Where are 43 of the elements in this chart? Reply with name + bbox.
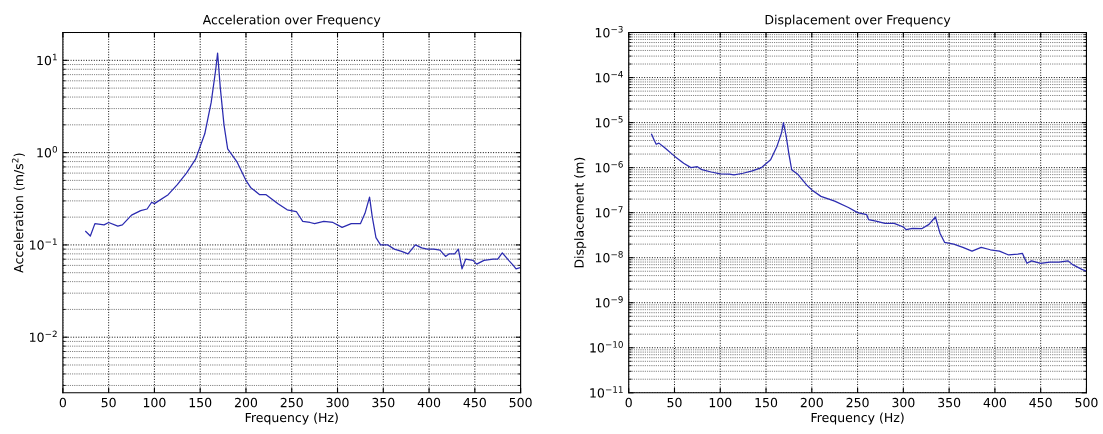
y-tick-label: 10$^{−3}$ <box>595 25 623 38</box>
x-tick-label: 250 <box>846 397 869 408</box>
y-axis-title: Displacement (m) <box>574 157 587 268</box>
x-tick-label: 400 <box>983 397 1007 408</box>
x-tick-label: 350 <box>372 397 395 408</box>
x-tick-label: 150 <box>189 397 212 408</box>
y-tick-label: 10$^{−7}$ <box>595 206 623 218</box>
x-axis-title: Frequency (Hz) <box>811 412 904 425</box>
y-tick-label: 10$^{−5}$ <box>595 116 623 128</box>
y-tick-label: 10$^{−6}$ <box>595 161 623 173</box>
line-series <box>650 121 1087 272</box>
x-tick-label: 500 <box>509 397 532 408</box>
x-tick-label: 450 <box>1029 397 1052 408</box>
x-tick-label: 0 <box>625 397 632 408</box>
y-tick-label: 10$^{−4}$ <box>595 71 623 83</box>
x-tick-label: 300 <box>326 397 349 408</box>
y-tick-label: 10$^{−11}$ <box>590 386 623 398</box>
x-tick-label: 50 <box>101 397 116 408</box>
y-tick-label: 10$^{−9}$ <box>595 296 623 308</box>
x-axis-title: Frequency (Hz) <box>245 412 338 425</box>
x-tick-label: 200 <box>800 397 823 408</box>
x-tick-label: 300 <box>892 397 915 408</box>
x-tick-label: 100 <box>143 397 166 408</box>
y-tick-label: 10$^{−8}$ <box>595 251 623 263</box>
chart-title: Acceleration over Frequency <box>202 14 381 27</box>
y-tick-label: 10$^{−2}$ <box>30 330 57 343</box>
chart-title: Displacement over Frequency <box>765 14 951 27</box>
y-tick-label: 10$^{−10}$ <box>590 341 623 353</box>
x-tick-label: 50 <box>667 397 682 408</box>
x-tick-label: 350 <box>938 397 961 408</box>
y-tick-label: 10$^{−1}$ <box>30 238 57 250</box>
x-tick-label: 500 <box>1075 397 1098 408</box>
x-tick-label: 400 <box>417 397 441 408</box>
x-tick-label: 0 <box>59 397 67 408</box>
x-tick-label: 200 <box>234 397 258 408</box>
x-tick-label: 250 <box>280 397 303 408</box>
y-tick-label: 10$^{0}$ <box>37 146 58 158</box>
x-tick-label: 450 <box>463 397 486 408</box>
x-tick-label: 150 <box>755 397 778 408</box>
y-tick-label: 10$^{1}$ <box>37 53 57 66</box>
x-tick-label: 100 <box>709 397 732 408</box>
y-axis-title: Acceleration (m/s$^{2}$) <box>11 153 25 273</box>
line-series <box>85 52 521 270</box>
